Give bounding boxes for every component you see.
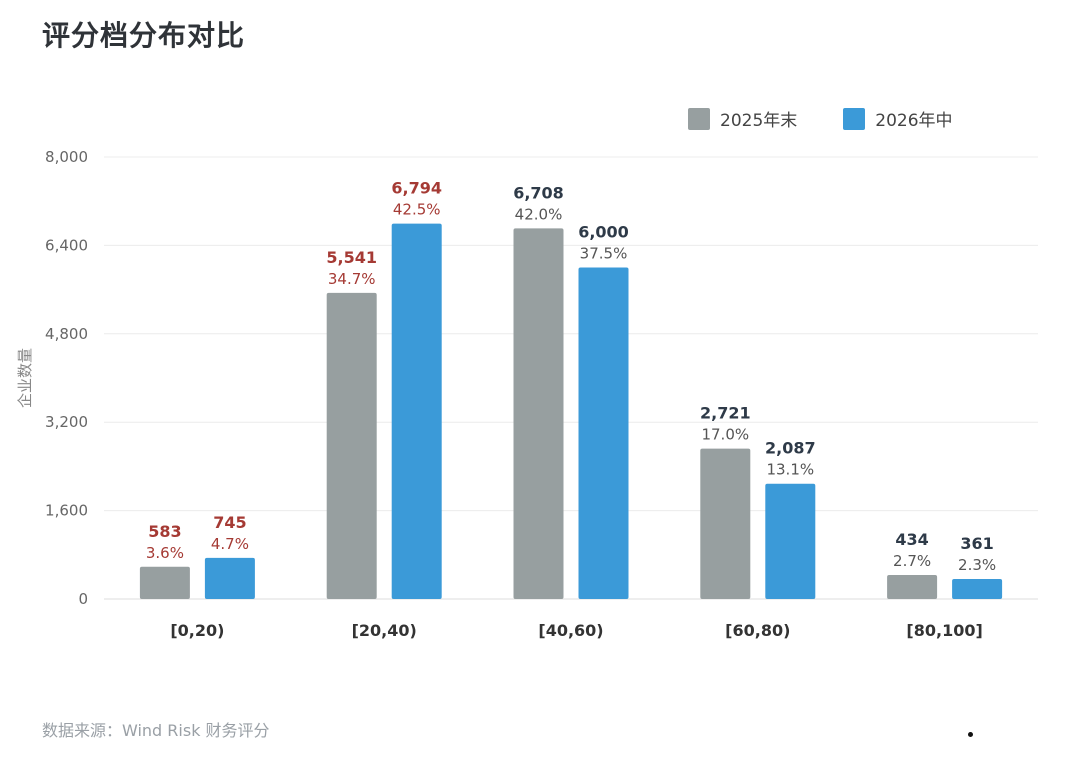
bar-pct-label: 3.6%: [146, 544, 184, 562]
bar-pct-label: 37.5%: [580, 245, 628, 263]
bar-value-label: 361: [960, 534, 993, 553]
bar-value-label: 6,708: [513, 183, 564, 202]
bar-pct-label: 34.7%: [328, 270, 376, 288]
legend: 2025年末 2026年中: [688, 106, 999, 131]
legend-swatch-2025: [688, 107, 710, 130]
bar: [204, 557, 255, 599]
y-tick-label: 3,200: [45, 413, 88, 431]
bar: [765, 483, 816, 599]
x-tick-label: [60,80): [725, 621, 790, 640]
y-tick-label: 0: [78, 590, 88, 608]
bar-value-label: 5,541: [326, 248, 377, 267]
y-axis-label: 企业数量: [16, 348, 34, 408]
bar-pct-label: 42.0%: [515, 205, 563, 223]
chart-title: 评分档分布对比: [42, 19, 246, 52]
bar-value-label: 6,794: [391, 179, 442, 198]
bar-pct-label: 4.7%: [211, 535, 249, 553]
bar: [578, 267, 629, 599]
legend-item-2025: 2025年末: [688, 106, 797, 131]
x-tick-label: [20,40): [352, 621, 417, 640]
x-tick-label: [80,100]: [906, 621, 982, 640]
stray-dot: [968, 732, 973, 737]
legend-label-2025: 2025年末: [720, 111, 798, 131]
bar: [139, 566, 190, 599]
data-source-note: 数据来源：Wind Risk 财务评分: [42, 721, 270, 740]
y-tick-label: 6,400: [45, 236, 88, 254]
legend-item-2026: 2026年中: [843, 106, 953, 131]
bar-value-label: 745: [213, 513, 246, 532]
bar-pct-label: 13.1%: [766, 461, 814, 479]
bar: [700, 448, 751, 599]
y-tick-label: 1,600: [45, 502, 88, 520]
bar-value-label: 2,087: [765, 439, 816, 458]
bar-value-label: 6,000: [578, 223, 629, 242]
bar: [391, 223, 442, 599]
bar-pct-label: 2.3%: [958, 556, 996, 574]
bar-pct-label: 2.7%: [893, 552, 931, 570]
bar-value-label: 583: [148, 522, 181, 541]
x-tick-label: [0,20): [170, 621, 224, 640]
bar: [513, 228, 564, 599]
legend-swatch-2026: [843, 107, 866, 130]
bar: [326, 292, 377, 599]
bar: [887, 575, 938, 599]
y-tick-label: 8,000: [45, 148, 88, 166]
y-tick-label: 4,800: [45, 325, 88, 343]
bar-chart: 0 1,600 3,200 4,800 6,400 8,000 企业数量 583 3.6% 745…: [16, 148, 1038, 640]
bar-pct-label: 17.0%: [701, 426, 749, 444]
bar-pct-label: 42.5%: [393, 201, 441, 219]
x-tick-label: [40,60): [538, 621, 603, 640]
bar-value-label: 434: [895, 530, 928, 549]
bar-value-label: 2,721: [700, 404, 751, 423]
bar: [952, 579, 1003, 599]
legend-label-2026: 2026年中: [875, 111, 953, 131]
